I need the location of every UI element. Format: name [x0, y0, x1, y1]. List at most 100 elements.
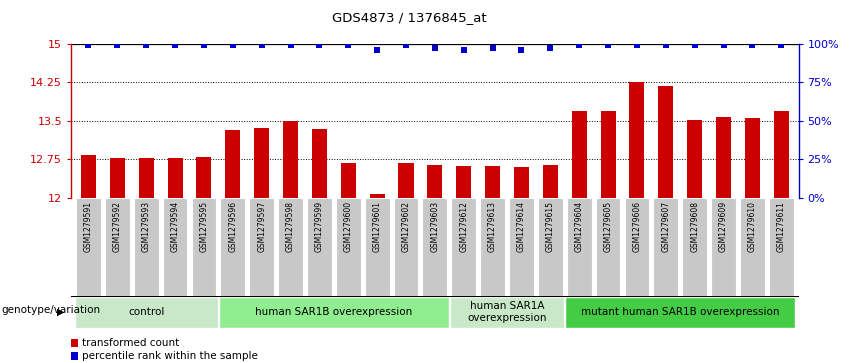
- Bar: [716, 117, 731, 198]
- Bar: [601, 111, 615, 198]
- Point: [687, 42, 701, 48]
- Text: GSM1279595: GSM1279595: [200, 201, 208, 252]
- Bar: [196, 157, 212, 198]
- Bar: [105, 198, 130, 296]
- Text: GSM1279610: GSM1279610: [748, 201, 757, 252]
- Bar: [769, 198, 793, 296]
- Bar: [538, 198, 562, 296]
- Bar: [134, 198, 159, 296]
- Text: ▶: ▶: [57, 307, 64, 317]
- Bar: [312, 130, 327, 198]
- Point: [254, 42, 268, 48]
- Bar: [567, 198, 592, 296]
- Text: GSM1279602: GSM1279602: [402, 201, 411, 252]
- Bar: [75, 297, 218, 327]
- Text: GSM1279591: GSM1279591: [84, 201, 93, 252]
- Point: [543, 45, 557, 51]
- Bar: [254, 129, 269, 198]
- Text: mutant human SAR1B overexpression: mutant human SAR1B overexpression: [581, 307, 779, 317]
- Text: GSM1279608: GSM1279608: [690, 201, 699, 252]
- Bar: [336, 198, 361, 296]
- Point: [659, 42, 673, 48]
- Bar: [162, 198, 187, 296]
- Point: [312, 42, 326, 48]
- Bar: [370, 194, 385, 198]
- Bar: [427, 166, 443, 198]
- Bar: [219, 297, 449, 327]
- Text: percentile rank within the sample: percentile rank within the sample: [82, 351, 259, 362]
- Text: GSM1279606: GSM1279606: [633, 201, 641, 252]
- Text: GSM1279593: GSM1279593: [141, 201, 151, 252]
- Bar: [682, 198, 707, 296]
- Text: human SAR1B overexpression: human SAR1B overexpression: [255, 307, 412, 317]
- Text: GSM1279599: GSM1279599: [315, 201, 324, 252]
- Bar: [226, 130, 240, 198]
- Bar: [773, 111, 789, 198]
- Point: [168, 42, 182, 48]
- Bar: [423, 198, 447, 296]
- Bar: [658, 86, 674, 198]
- Text: GSM1279611: GSM1279611: [777, 201, 786, 252]
- Bar: [450, 297, 564, 327]
- Bar: [76, 198, 101, 296]
- Text: GSM1279597: GSM1279597: [257, 201, 266, 252]
- Text: control: control: [128, 307, 164, 317]
- Text: GSM1279612: GSM1279612: [459, 201, 468, 252]
- Point: [774, 42, 788, 48]
- Bar: [745, 118, 760, 198]
- Text: genotype/variation: genotype/variation: [2, 305, 101, 315]
- Point: [717, 42, 731, 48]
- Bar: [572, 111, 587, 198]
- Point: [428, 45, 442, 51]
- Point: [284, 42, 298, 48]
- Point: [602, 42, 615, 48]
- Text: GSM1279605: GSM1279605: [603, 201, 613, 252]
- Bar: [624, 198, 649, 296]
- Point: [399, 42, 413, 48]
- Point: [630, 42, 644, 48]
- Point: [341, 42, 355, 48]
- Text: GSM1279601: GSM1279601: [372, 201, 382, 252]
- Bar: [249, 198, 274, 296]
- Bar: [278, 198, 303, 296]
- Text: human SAR1A
overexpression: human SAR1A overexpression: [467, 301, 547, 323]
- Text: GSM1279600: GSM1279600: [344, 201, 352, 252]
- Bar: [629, 82, 644, 198]
- Bar: [365, 198, 390, 296]
- Text: GSM1279609: GSM1279609: [719, 201, 728, 252]
- Bar: [283, 121, 298, 198]
- Point: [515, 47, 529, 53]
- Bar: [398, 163, 413, 198]
- Point: [226, 42, 240, 48]
- Text: GSM1279594: GSM1279594: [171, 201, 180, 252]
- Point: [572, 42, 586, 48]
- Text: GSM1279604: GSM1279604: [575, 201, 583, 252]
- Text: GSM1279598: GSM1279598: [286, 201, 295, 252]
- Point: [370, 47, 384, 53]
- Point: [486, 45, 500, 51]
- Bar: [81, 155, 96, 198]
- Text: GSM1279615: GSM1279615: [546, 201, 555, 252]
- Point: [746, 42, 760, 48]
- Text: transformed count: transformed count: [82, 338, 180, 348]
- Bar: [139, 158, 154, 198]
- Bar: [451, 198, 477, 296]
- Bar: [341, 163, 356, 198]
- Bar: [687, 120, 702, 198]
- Bar: [542, 166, 558, 198]
- Bar: [740, 198, 765, 296]
- Bar: [509, 198, 534, 296]
- Bar: [711, 198, 736, 296]
- Text: GSM1279607: GSM1279607: [661, 201, 670, 252]
- Text: GDS4873 / 1376845_at: GDS4873 / 1376845_at: [332, 11, 486, 24]
- Point: [197, 42, 211, 48]
- Bar: [457, 166, 471, 198]
- Point: [457, 47, 470, 53]
- Text: GSM1279603: GSM1279603: [431, 201, 439, 252]
- Bar: [393, 198, 418, 296]
- Text: GSM1279614: GSM1279614: [517, 201, 526, 252]
- Bar: [110, 158, 125, 198]
- Bar: [480, 198, 505, 296]
- Bar: [168, 158, 182, 198]
- Text: GSM1279596: GSM1279596: [228, 201, 237, 252]
